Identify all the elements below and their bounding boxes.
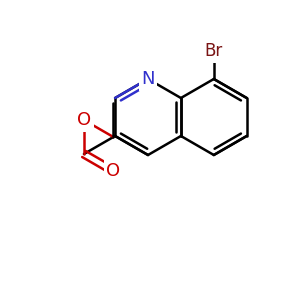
Text: O: O (77, 111, 91, 129)
Text: O: O (106, 162, 120, 180)
Text: N: N (141, 70, 155, 88)
Text: Br: Br (205, 42, 223, 60)
